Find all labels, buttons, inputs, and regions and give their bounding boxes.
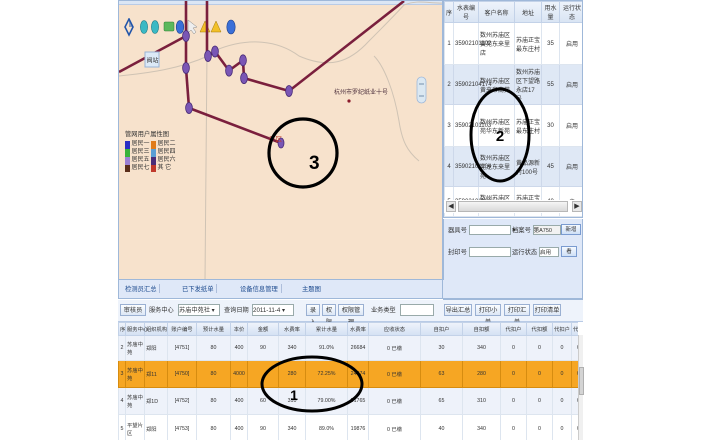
svg-text:2: 2 [496, 128, 504, 145]
svg-text:3: 3 [309, 153, 320, 174]
